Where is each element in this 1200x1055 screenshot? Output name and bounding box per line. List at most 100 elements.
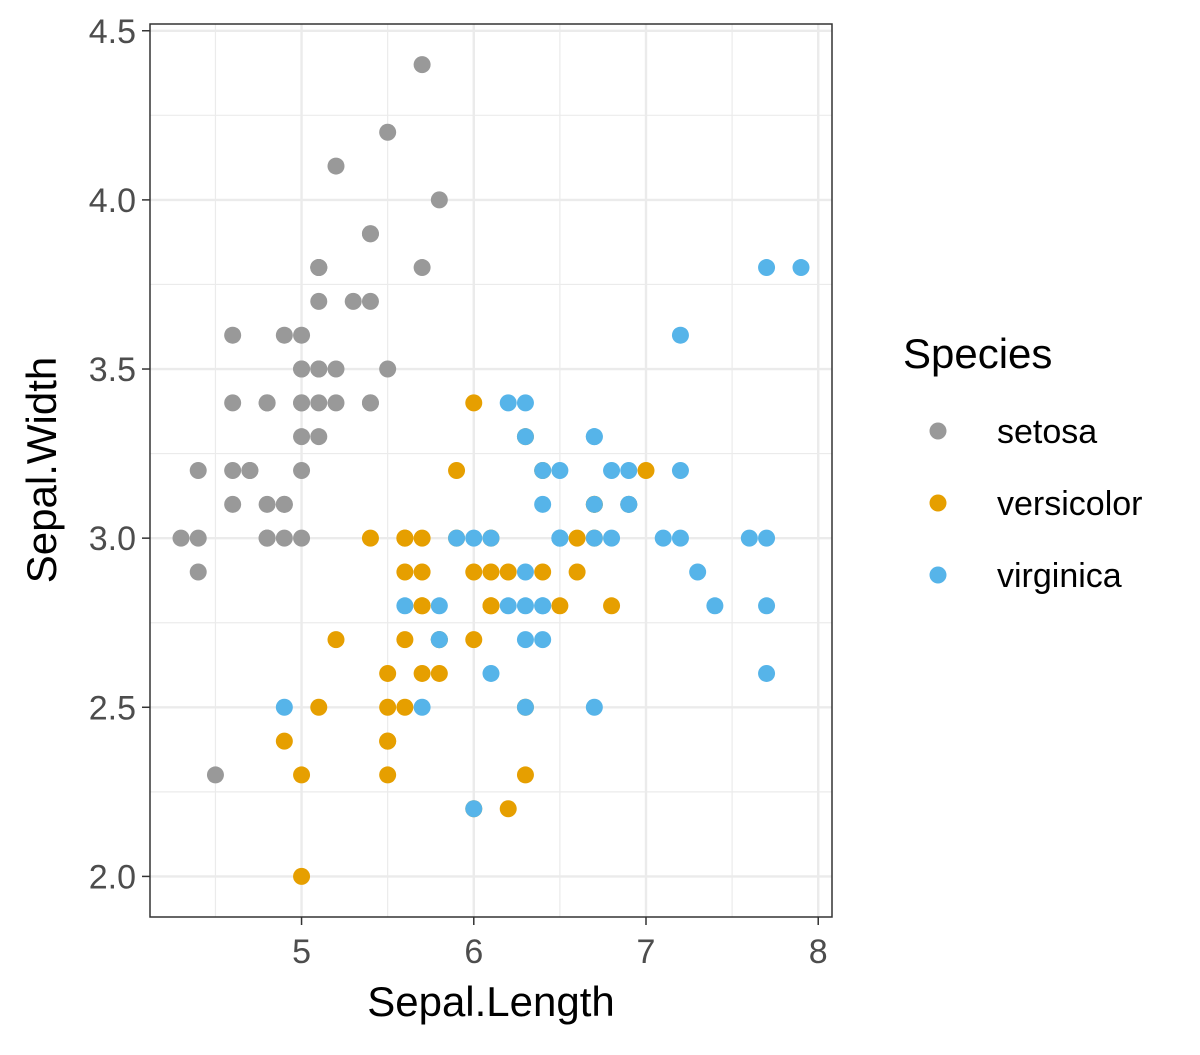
- point-versicolor: [465, 631, 483, 649]
- point-versicolor: [465, 394, 483, 412]
- point-versicolor: [465, 563, 483, 581]
- point-setosa: [275, 495, 293, 513]
- legend-key-setosa: [929, 422, 947, 440]
- legend-title: Species: [903, 330, 1052, 377]
- x-tick-label: 5: [292, 933, 311, 971]
- point-setosa: [293, 529, 311, 547]
- point-virginica: [620, 462, 638, 479]
- point-versicolor: [413, 664, 431, 682]
- point-virginica: [758, 664, 776, 682]
- panel-background: [150, 24, 832, 917]
- point-virginica: [585, 495, 603, 513]
- point-virginica: [465, 800, 483, 818]
- x-tick-label: 8: [809, 933, 828, 971]
- point-setosa: [224, 326, 242, 344]
- point-versicolor: [413, 529, 431, 547]
- legend-label-virginica: virginica: [997, 557, 1122, 595]
- point-virginica: [430, 631, 448, 649]
- point-setosa: [258, 394, 276, 412]
- point-setosa: [206, 766, 224, 784]
- point-versicolor: [482, 563, 500, 581]
- point-versicolor: [327, 631, 345, 649]
- point-versicolor: [637, 462, 655, 479]
- point-setosa: [310, 428, 328, 446]
- point-setosa: [310, 394, 328, 412]
- point-virginica: [465, 529, 483, 547]
- point-setosa: [172, 529, 190, 547]
- point-setosa: [361, 292, 379, 310]
- point-virginica: [654, 529, 672, 547]
- legend-label-setosa: setosa: [997, 413, 1097, 451]
- point-versicolor: [396, 698, 414, 716]
- point-setosa: [241, 462, 259, 479]
- point-virginica: [275, 698, 293, 716]
- point-setosa: [275, 529, 293, 547]
- point-versicolor: [551, 597, 569, 615]
- point-virginica: [603, 529, 621, 547]
- point-versicolor: [396, 529, 414, 547]
- point-virginica: [585, 698, 603, 716]
- point-setosa: [310, 259, 328, 277]
- point-versicolor: [430, 664, 448, 682]
- point-virginica: [758, 529, 776, 547]
- point-versicolor: [293, 867, 311, 885]
- y-tick-label: 4.0: [89, 182, 136, 220]
- point-virginica: [516, 631, 534, 649]
- point-virginica: [482, 529, 500, 547]
- point-versicolor: [568, 529, 586, 547]
- point-setosa: [293, 428, 311, 446]
- point-setosa: [293, 326, 311, 344]
- point-setosa: [413, 56, 431, 74]
- point-virginica: [534, 495, 552, 513]
- point-versicolor: [310, 698, 328, 716]
- x-tick-label: 6: [464, 933, 483, 971]
- point-virginica: [551, 529, 569, 547]
- y-tick-label: 3.0: [89, 520, 136, 558]
- point-setosa: [327, 394, 345, 412]
- point-virginica: [516, 394, 534, 412]
- point-virginica: [603, 462, 621, 479]
- point-virginica: [689, 563, 707, 581]
- point-virginica: [585, 529, 603, 547]
- point-setosa: [258, 529, 276, 547]
- point-virginica: [534, 597, 552, 615]
- point-virginica: [534, 462, 552, 479]
- point-versicolor: [379, 664, 397, 682]
- point-versicolor: [379, 732, 397, 750]
- y-tick-label: 4.5: [89, 13, 136, 51]
- point-setosa: [430, 191, 448, 209]
- point-versicolor: [499, 563, 517, 581]
- point-setosa: [413, 259, 431, 277]
- point-virginica: [706, 597, 724, 615]
- point-virginica: [758, 259, 776, 277]
- point-virginica: [516, 597, 534, 615]
- point-virginica: [534, 631, 552, 649]
- point-setosa: [224, 394, 242, 412]
- point-setosa: [293, 462, 311, 479]
- legend-label-versicolor: versicolor: [997, 485, 1142, 523]
- point-setosa: [224, 495, 242, 513]
- point-setosa: [293, 360, 311, 378]
- point-setosa: [327, 157, 345, 175]
- point-virginica: [620, 495, 638, 513]
- point-setosa: [224, 462, 242, 479]
- point-setosa: [379, 360, 397, 378]
- point-versicolor: [396, 631, 414, 649]
- point-setosa: [189, 529, 207, 547]
- point-setosa: [361, 394, 379, 412]
- point-versicolor: [482, 597, 500, 615]
- point-versicolor: [293, 766, 311, 784]
- y-tick-label: 2.0: [89, 858, 136, 896]
- point-virginica: [585, 428, 603, 446]
- point-versicolor: [379, 698, 397, 716]
- point-setosa: [258, 495, 276, 513]
- point-versicolor: [275, 732, 293, 750]
- point-virginica: [551, 462, 569, 479]
- panel-border: [149, 23, 833, 918]
- axes: 5 6 7 8 2.0 2.5 3.0 3.5 4.0 4.5: [89, 13, 828, 971]
- x-tick-label: 7: [637, 933, 656, 971]
- point-virginica: [671, 529, 689, 547]
- point-virginica: [671, 326, 689, 344]
- point-virginica: [740, 529, 758, 547]
